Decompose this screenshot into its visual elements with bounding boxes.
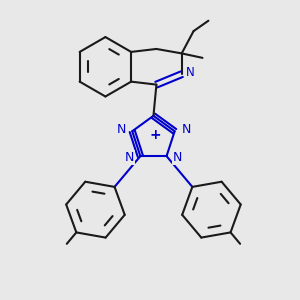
Text: +: +	[149, 128, 161, 142]
Text: N: N	[124, 151, 134, 164]
Text: N: N	[186, 66, 194, 79]
Text: N: N	[116, 123, 126, 136]
Text: N: N	[173, 151, 182, 164]
Text: N: N	[181, 123, 190, 136]
